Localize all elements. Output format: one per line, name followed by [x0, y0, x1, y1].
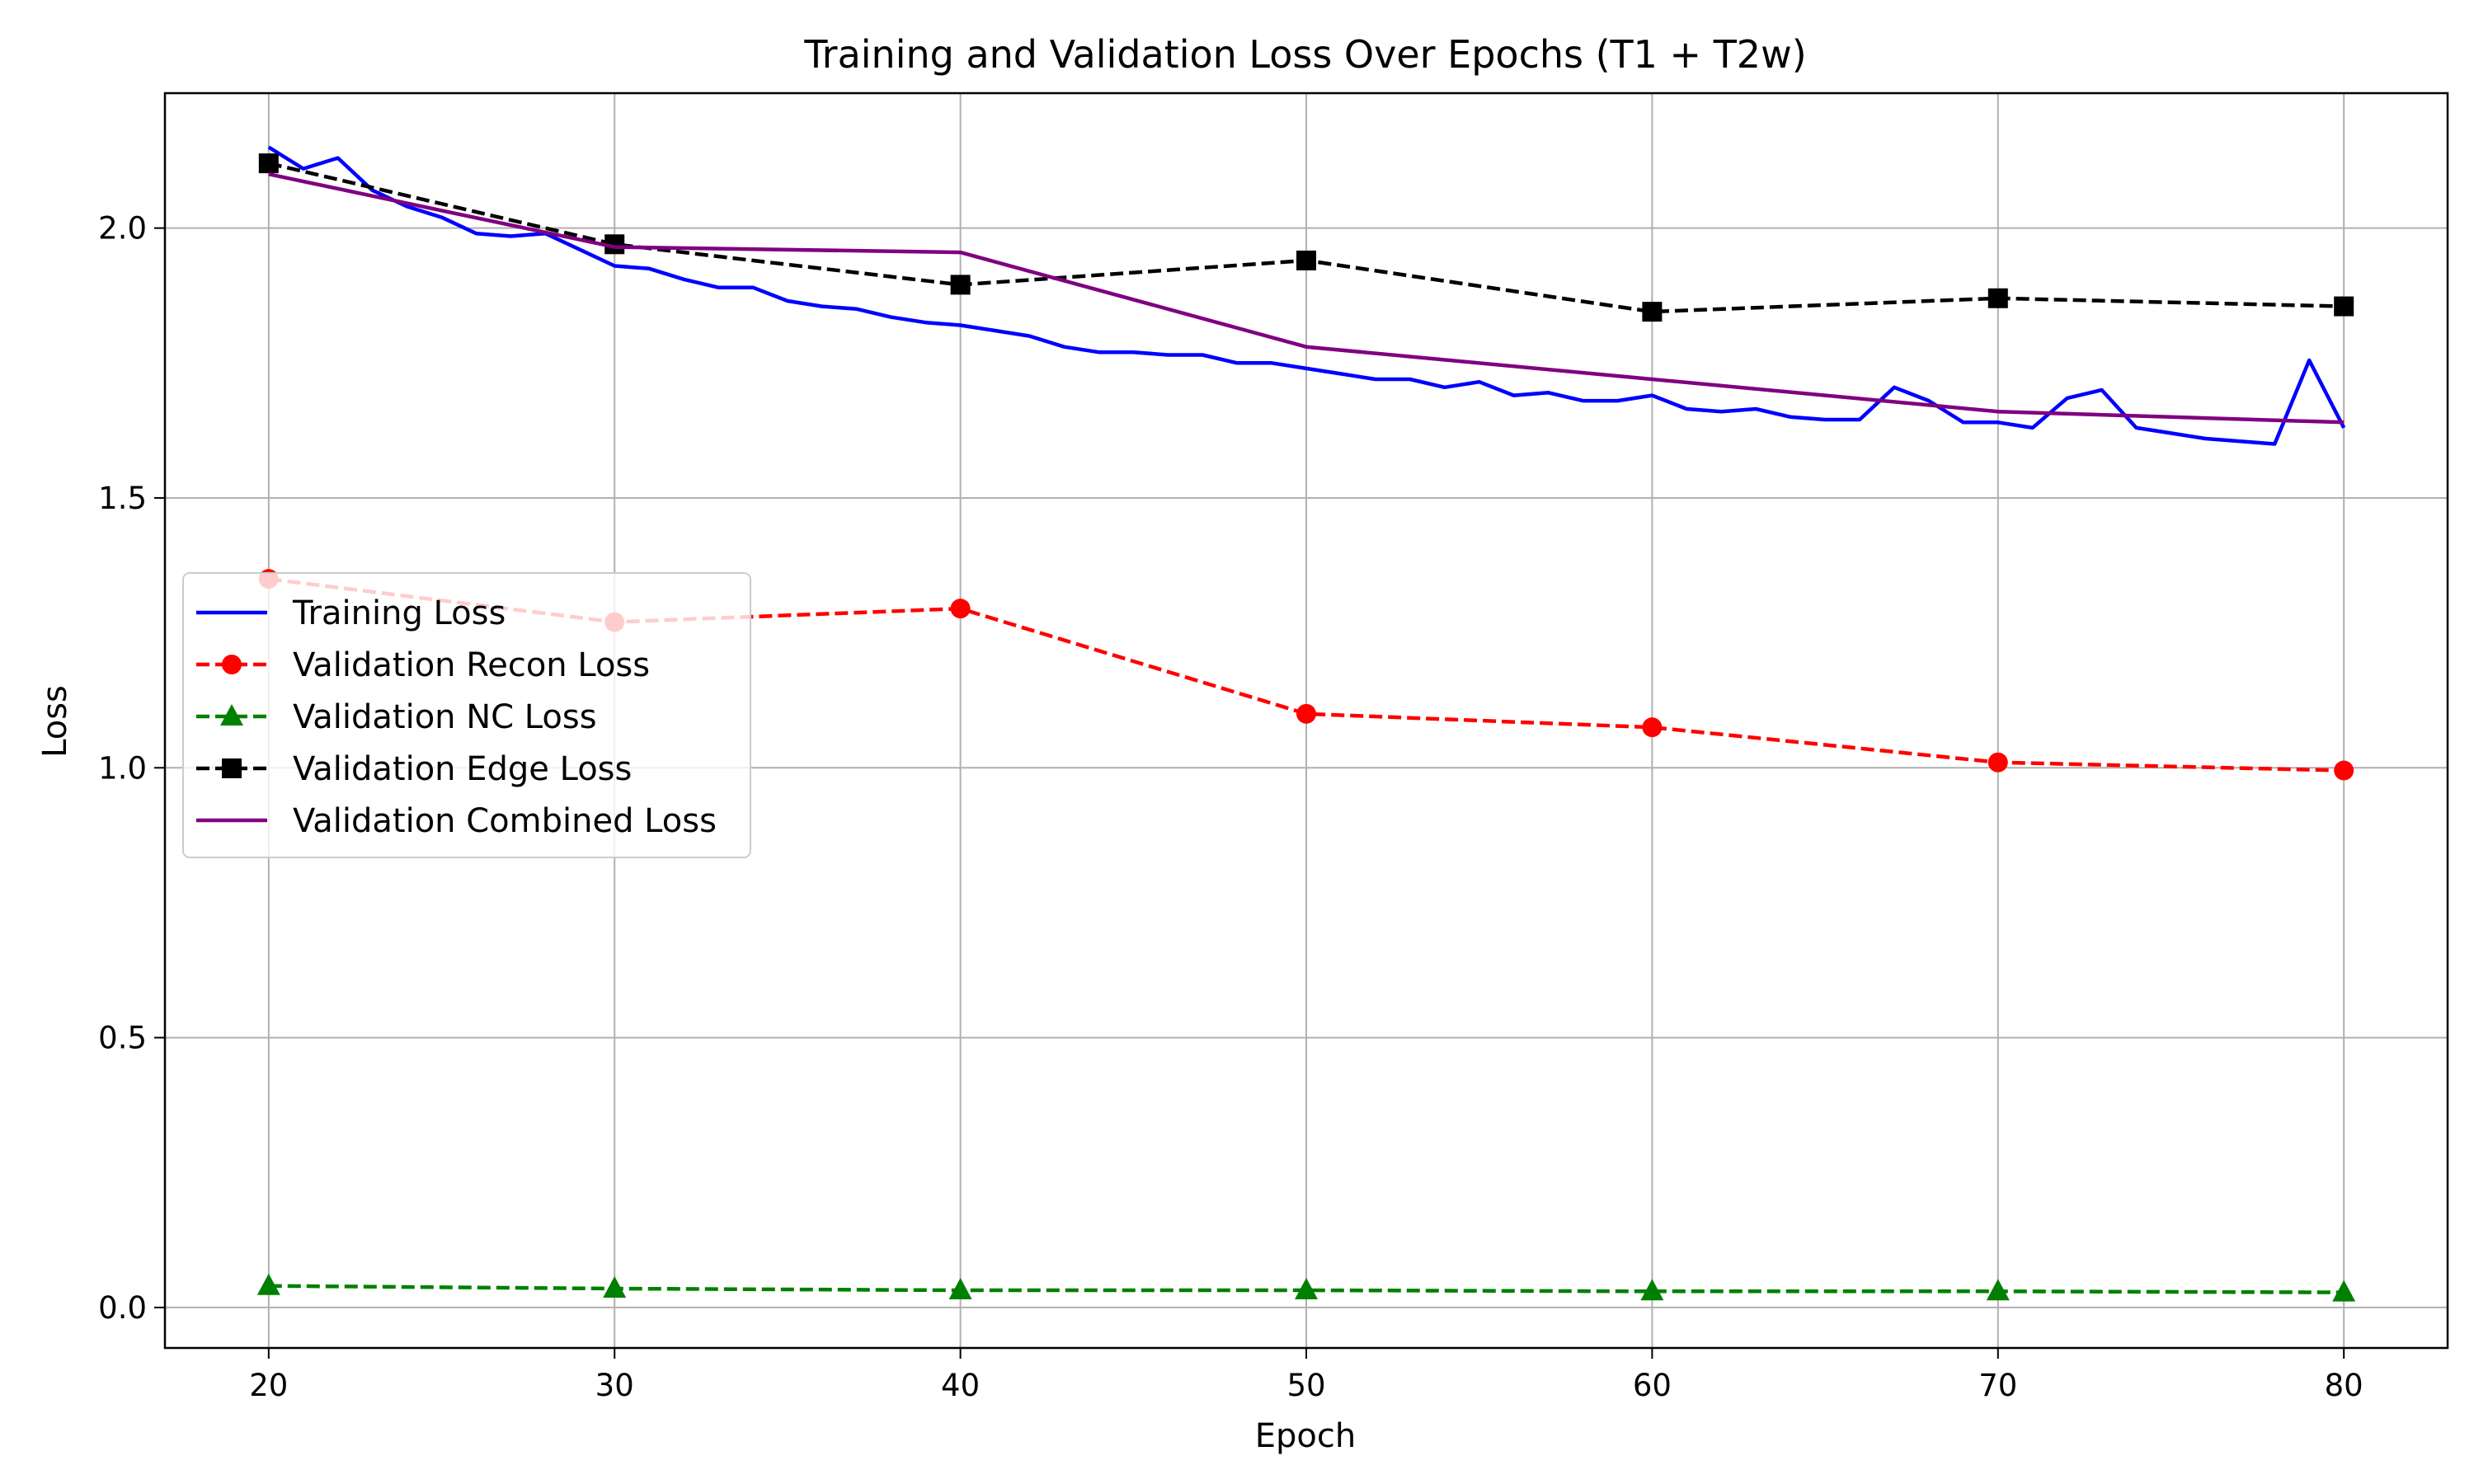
x-tick-label: 70 — [1978, 1368, 2017, 1403]
series-line-validation-combined-loss — [268, 171, 2345, 425]
data-point-validation-nc-loss — [1640, 1279, 1664, 1301]
x-tick-label: 80 — [2325, 1368, 2363, 1403]
x-tick-label: 60 — [1633, 1368, 1672, 1403]
y-axis-title: Loss — [36, 685, 74, 758]
axis-ticks: 20 30 40 50 60 70 80 0.0 0.5 1.0 1.5 2.0 — [98, 211, 2363, 1403]
legend-item-validation-recon-loss: Validation Recon Loss — [196, 646, 650, 684]
data-point-validation-nc-loss — [2332, 1280, 2356, 1302]
data-point-validation-nc-loss — [948, 1277, 972, 1299]
data-point-validation-edge-loss — [2334, 296, 2354, 317]
legend-marker-validation-recon-loss — [222, 655, 242, 674]
y-tick-label: 2.0 — [98, 211, 147, 247]
data-point-validation-recon-loss — [1296, 703, 1316, 724]
legend-item-validation-nc-loss: Validation NC Loss — [196, 698, 597, 736]
series-validation-edge-loss — [258, 153, 2354, 322]
chart-title: Training and Validation Loss Over Epochs… — [803, 32, 1806, 77]
legend: Training Loss Validation Recon Loss Valida… — [182, 572, 751, 858]
data-point-validation-edge-loss — [1987, 288, 2008, 308]
legend-box — [182, 572, 751, 858]
data-point-validation-nc-loss — [603, 1275, 627, 1298]
y-tick-label: 0.0 — [98, 1290, 147, 1326]
y-tick-label: 1.5 — [98, 481, 147, 516]
x-tick-label: 20 — [249, 1368, 288, 1403]
data-point-validation-recon-loss — [1987, 752, 2008, 773]
series-line-training-loss — [267, 145, 2346, 446]
legend-label: Validation Edge Loss — [293, 750, 632, 788]
data-point-validation-edge-loss — [950, 275, 971, 295]
data-point-validation-recon-loss — [1642, 717, 1663, 738]
legend-item-validation-edge-loss: Validation Edge Loss — [196, 750, 632, 788]
x-tick-label: 40 — [941, 1368, 980, 1403]
legend-label: Validation NC Loss — [293, 698, 597, 736]
data-point-validation-recon-loss — [2334, 760, 2354, 781]
data-point-validation-nc-loss — [1986, 1279, 2010, 1301]
legend-item-training-loss: Training Loss — [196, 594, 506, 632]
legend-marker-validation-edge-loss — [222, 758, 242, 778]
y-tick-label: 1.0 — [98, 750, 147, 786]
series-training-loss — [267, 145, 2346, 446]
legend-label: Training Loss — [292, 594, 506, 632]
data-point-validation-nc-loss — [1295, 1277, 1318, 1299]
legend-item-validation-combined-loss: Validation Combined Loss — [196, 802, 717, 840]
data-point-validation-edge-loss — [258, 153, 279, 174]
data-point-validation-edge-loss — [1642, 302, 1663, 322]
legend-marker-validation-nc-loss — [220, 704, 243, 726]
series-validation-nc-loss — [256, 1273, 2356, 1302]
x-tick-label: 30 — [595, 1368, 634, 1403]
x-tick-label: 50 — [1286, 1368, 1325, 1403]
x-axis-title: Epoch — [1255, 1417, 1356, 1455]
legend-label: Validation Combined Loss — [293, 802, 717, 840]
data-point-validation-recon-loss — [950, 599, 971, 619]
data-point-validation-nc-loss — [256, 1273, 280, 1295]
legend-label: Validation Recon Loss — [293, 646, 650, 684]
data-point-validation-edge-loss — [1296, 250, 1316, 270]
y-tick-label: 0.5 — [98, 1021, 147, 1056]
series-validation-combined-loss — [268, 171, 2345, 425]
